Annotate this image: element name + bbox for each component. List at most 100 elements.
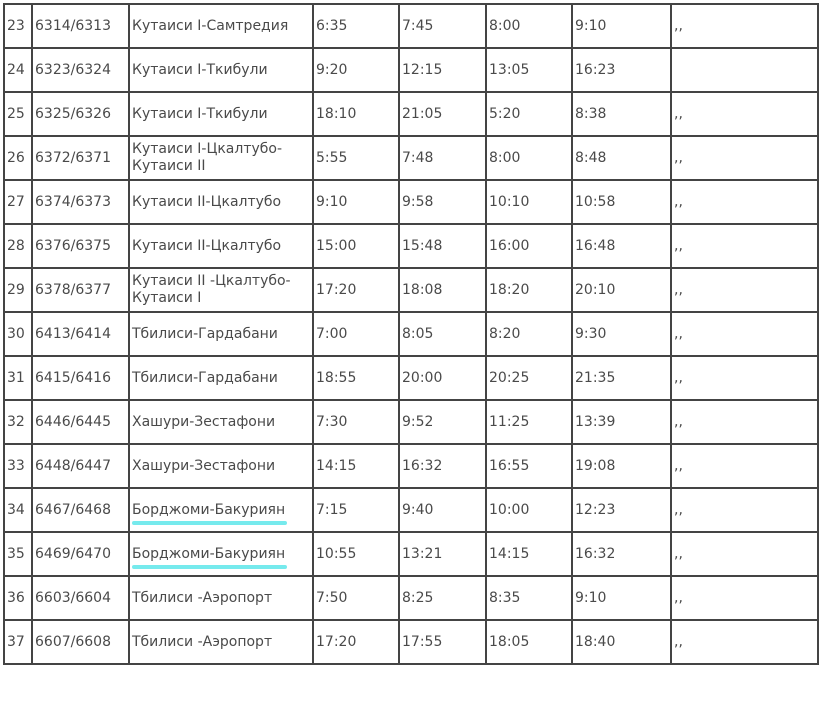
cell-time-3: 8:20 xyxy=(485,311,573,357)
cell-route: Тбилиси -Аэропорт xyxy=(128,575,314,621)
time-1-text: 6:35 xyxy=(316,17,348,34)
route-text: Тбилиси-Гардабани xyxy=(132,369,278,386)
train-numbers-text: 6603/6604 xyxy=(35,589,111,606)
cell-time-4: 9:10 xyxy=(571,575,672,621)
train-numbers-text: 6446/6445 xyxy=(35,413,111,430)
cell-time-3: 16:00 xyxy=(485,223,573,269)
cell-time-3: 18:20 xyxy=(485,267,573,313)
time-4-text: 8:38 xyxy=(575,105,607,122)
cell-row-number: 34 xyxy=(3,487,33,533)
time-2-text: 7:48 xyxy=(402,149,434,166)
train-numbers-text: 6314/6313 xyxy=(35,17,111,34)
cell-row-number: 36 xyxy=(3,575,33,621)
train-numbers-text: 6469/6470 xyxy=(35,545,111,562)
train-schedule-table: 23 6314/6313 Кутаиси I-Самтредия 6:35 7:45 8:… xyxy=(3,3,819,665)
train-numbers-text: 6415/6416 xyxy=(35,369,111,386)
cell-time-1: 10:55 xyxy=(312,531,400,577)
cell-train-numbers: 6446/6445 xyxy=(31,399,130,445)
route-text: Тбилиси-Гардабани xyxy=(132,325,278,342)
route-text: Тбилиси -Аэропорт xyxy=(132,633,273,650)
cell-train-numbers: 6378/6377 xyxy=(31,267,130,313)
note-text: ,, xyxy=(674,193,683,210)
time-1-text: 7:30 xyxy=(316,413,348,430)
cell-time-4: 10:58 xyxy=(571,179,672,225)
cell-route: Хашури-Зестафони xyxy=(128,399,314,445)
cell-note: ,, xyxy=(670,311,819,357)
time-2-text: 15:48 xyxy=(402,237,443,254)
note-text: ,, xyxy=(674,589,683,606)
time-3-text: 8:35 xyxy=(489,589,521,606)
cell-note: ,, xyxy=(670,179,819,225)
row-number-text: 30 xyxy=(7,325,25,342)
cell-route: Кутаиси II-Цкалтубо xyxy=(128,223,314,269)
cell-time-2: 9:52 xyxy=(398,399,487,445)
time-4-text: 16:32 xyxy=(575,545,616,562)
cell-row-number: 29 xyxy=(3,267,33,313)
table-row: 32 6446/6445 Хашури-Зестафони 7:30 9:52 11:25… xyxy=(3,399,819,445)
route-text: Борджоми-Бакуриян xyxy=(132,545,286,562)
time-2-text: 12:15 xyxy=(402,61,443,78)
cell-time-3: 20:25 xyxy=(485,355,573,401)
cell-time-2: 12:15 xyxy=(398,47,487,93)
cell-train-numbers: 6314/6313 xyxy=(31,3,130,49)
time-1-text: 10:55 xyxy=(316,545,357,562)
cell-train-numbers: 6413/6414 xyxy=(31,311,130,357)
cell-time-1: 7:50 xyxy=(312,575,400,621)
note-text: ,, xyxy=(674,501,683,518)
note-text: ,, xyxy=(674,149,683,166)
cell-time-4: 8:48 xyxy=(571,135,672,181)
cell-train-numbers: 6323/6324 xyxy=(31,47,130,93)
time-2-text: 16:32 xyxy=(402,457,443,474)
cell-row-number: 25 xyxy=(3,91,33,137)
route-text: Тбилиси -Аэропорт xyxy=(132,589,273,606)
time-2-text: 8:05 xyxy=(402,325,434,342)
route-text: Кутаиси II-Цкалтубо xyxy=(132,193,282,210)
cell-time-2: 7:45 xyxy=(398,3,487,49)
table-row: 37 6607/6608 Тбилиси -Аэропорт 17:20 17:55 18… xyxy=(3,619,819,665)
time-2-text: 18:08 xyxy=(402,281,443,298)
cell-time-3: 8:00 xyxy=(485,3,573,49)
time-3-text: 14:15 xyxy=(489,545,530,562)
note-text: ,, xyxy=(674,545,683,562)
route-text: Хашури-Зестафони xyxy=(132,457,276,474)
cell-time-4: 16:48 xyxy=(571,223,672,269)
cell-time-3: 16:55 xyxy=(485,443,573,489)
cell-time-2: 21:05 xyxy=(398,91,487,137)
cell-time-2: 20:00 xyxy=(398,355,487,401)
train-numbers-text: 6448/6447 xyxy=(35,457,111,474)
time-1-text: 9:20 xyxy=(316,61,348,78)
time-1-text: 9:10 xyxy=(316,193,348,210)
time-3-text: 10:10 xyxy=(489,193,530,210)
time-1-text: 17:20 xyxy=(316,281,357,298)
time-3-text: 16:55 xyxy=(489,457,530,474)
row-number-text: 31 xyxy=(7,369,25,386)
note-text: ,, xyxy=(674,457,683,474)
time-3-text: 8:20 xyxy=(489,325,521,342)
table-row: 31 6415/6416 Тбилиси-Гардабани 18:55 20:00 20… xyxy=(3,355,819,401)
time-1-text: 7:00 xyxy=(316,325,348,342)
time-2-text: 9:52 xyxy=(402,413,434,430)
time-3-text: 18:05 xyxy=(489,633,530,650)
note-text: ,, xyxy=(674,281,683,298)
route-text: Кутаиси I-Ткибули xyxy=(132,105,268,122)
time-3-text: 18:20 xyxy=(489,281,530,298)
cell-time-1: 17:20 xyxy=(312,267,400,313)
cell-route: Борджоми-Бакуриян xyxy=(128,531,314,577)
time-3-text: 10:00 xyxy=(489,501,530,518)
time-4-text: 13:39 xyxy=(575,413,616,430)
cell-time-4: 16:23 xyxy=(571,47,672,93)
time-3-text: 13:05 xyxy=(489,61,530,78)
cell-row-number: 31 xyxy=(3,355,33,401)
cell-note: ,, xyxy=(670,443,819,489)
cell-route: Кутаиси II-Цкалтубо xyxy=(128,179,314,225)
note-text: ,, xyxy=(674,413,683,430)
cell-time-4: 13:39 xyxy=(571,399,672,445)
cell-train-numbers: 6372/6371 xyxy=(31,135,130,181)
row-number-text: 27 xyxy=(7,193,25,210)
cell-time-3: 8:00 xyxy=(485,135,573,181)
cell-time-4: 12:23 xyxy=(571,487,672,533)
time-4-text: 9:10 xyxy=(575,589,607,606)
time-1-text: 18:10 xyxy=(316,105,357,122)
time-3-text: 8:00 xyxy=(489,149,521,166)
cell-row-number: 30 xyxy=(3,311,33,357)
